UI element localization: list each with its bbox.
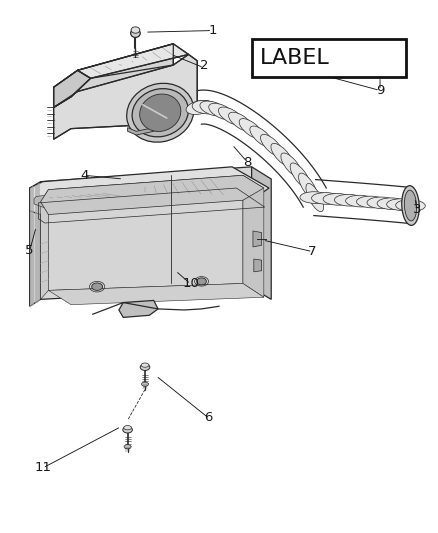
Ellipse shape [141, 363, 149, 367]
Ellipse shape [209, 103, 234, 120]
Bar [252, 38, 406, 77]
Text: 9: 9 [376, 84, 384, 97]
Ellipse shape [131, 27, 140, 33]
Polygon shape [30, 182, 41, 306]
Polygon shape [48, 284, 264, 305]
Polygon shape [53, 54, 197, 139]
Ellipse shape [271, 143, 293, 167]
Polygon shape [243, 175, 264, 297]
Text: 8: 8 [243, 156, 251, 168]
Text: 2: 2 [200, 59, 208, 71]
Ellipse shape [261, 134, 283, 157]
Ellipse shape [357, 196, 386, 208]
Ellipse shape [200, 101, 226, 116]
Ellipse shape [92, 283, 102, 290]
Ellipse shape [402, 185, 419, 225]
Polygon shape [119, 301, 158, 317]
Ellipse shape [281, 153, 302, 177]
Ellipse shape [404, 190, 417, 221]
Ellipse shape [140, 364, 150, 370]
Text: 6: 6 [204, 411, 212, 424]
Polygon shape [48, 175, 243, 290]
Polygon shape [253, 231, 261, 247]
Polygon shape [127, 127, 154, 135]
Ellipse shape [299, 173, 318, 200]
Polygon shape [78, 44, 188, 78]
Ellipse shape [229, 112, 253, 132]
Polygon shape [30, 167, 269, 215]
Text: 10: 10 [182, 278, 199, 290]
Ellipse shape [132, 88, 188, 137]
Text: 1: 1 [208, 24, 217, 37]
Ellipse shape [290, 163, 310, 189]
Ellipse shape [306, 183, 324, 212]
Ellipse shape [239, 119, 263, 139]
Ellipse shape [140, 94, 181, 132]
Ellipse shape [367, 197, 396, 209]
Ellipse shape [311, 192, 341, 204]
Polygon shape [252, 167, 271, 300]
Polygon shape [41, 167, 252, 300]
Ellipse shape [186, 100, 213, 115]
Ellipse shape [250, 126, 273, 147]
Ellipse shape [124, 425, 131, 430]
Ellipse shape [123, 426, 132, 433]
Ellipse shape [141, 382, 148, 386]
Text: 4: 4 [80, 169, 88, 182]
Ellipse shape [387, 199, 416, 211]
Ellipse shape [124, 445, 131, 449]
Ellipse shape [377, 198, 407, 209]
Polygon shape [254, 259, 261, 272]
Polygon shape [41, 190, 48, 300]
Ellipse shape [131, 29, 140, 37]
Text: 5: 5 [25, 244, 34, 257]
Polygon shape [53, 44, 173, 108]
Ellipse shape [396, 200, 425, 212]
Text: 3: 3 [413, 203, 421, 216]
Polygon shape [53, 70, 91, 108]
Text: LABEL: LABEL [259, 47, 329, 68]
Ellipse shape [300, 192, 329, 204]
Text: 11: 11 [34, 462, 51, 474]
Ellipse shape [323, 193, 353, 205]
Ellipse shape [127, 83, 194, 142]
Polygon shape [41, 175, 264, 215]
Ellipse shape [219, 107, 244, 125]
Polygon shape [145, 179, 228, 200]
Polygon shape [34, 188, 110, 209]
Ellipse shape [346, 195, 375, 207]
Ellipse shape [335, 195, 364, 206]
Ellipse shape [197, 278, 206, 285]
Ellipse shape [192, 100, 219, 114]
Text: 7: 7 [308, 245, 317, 258]
